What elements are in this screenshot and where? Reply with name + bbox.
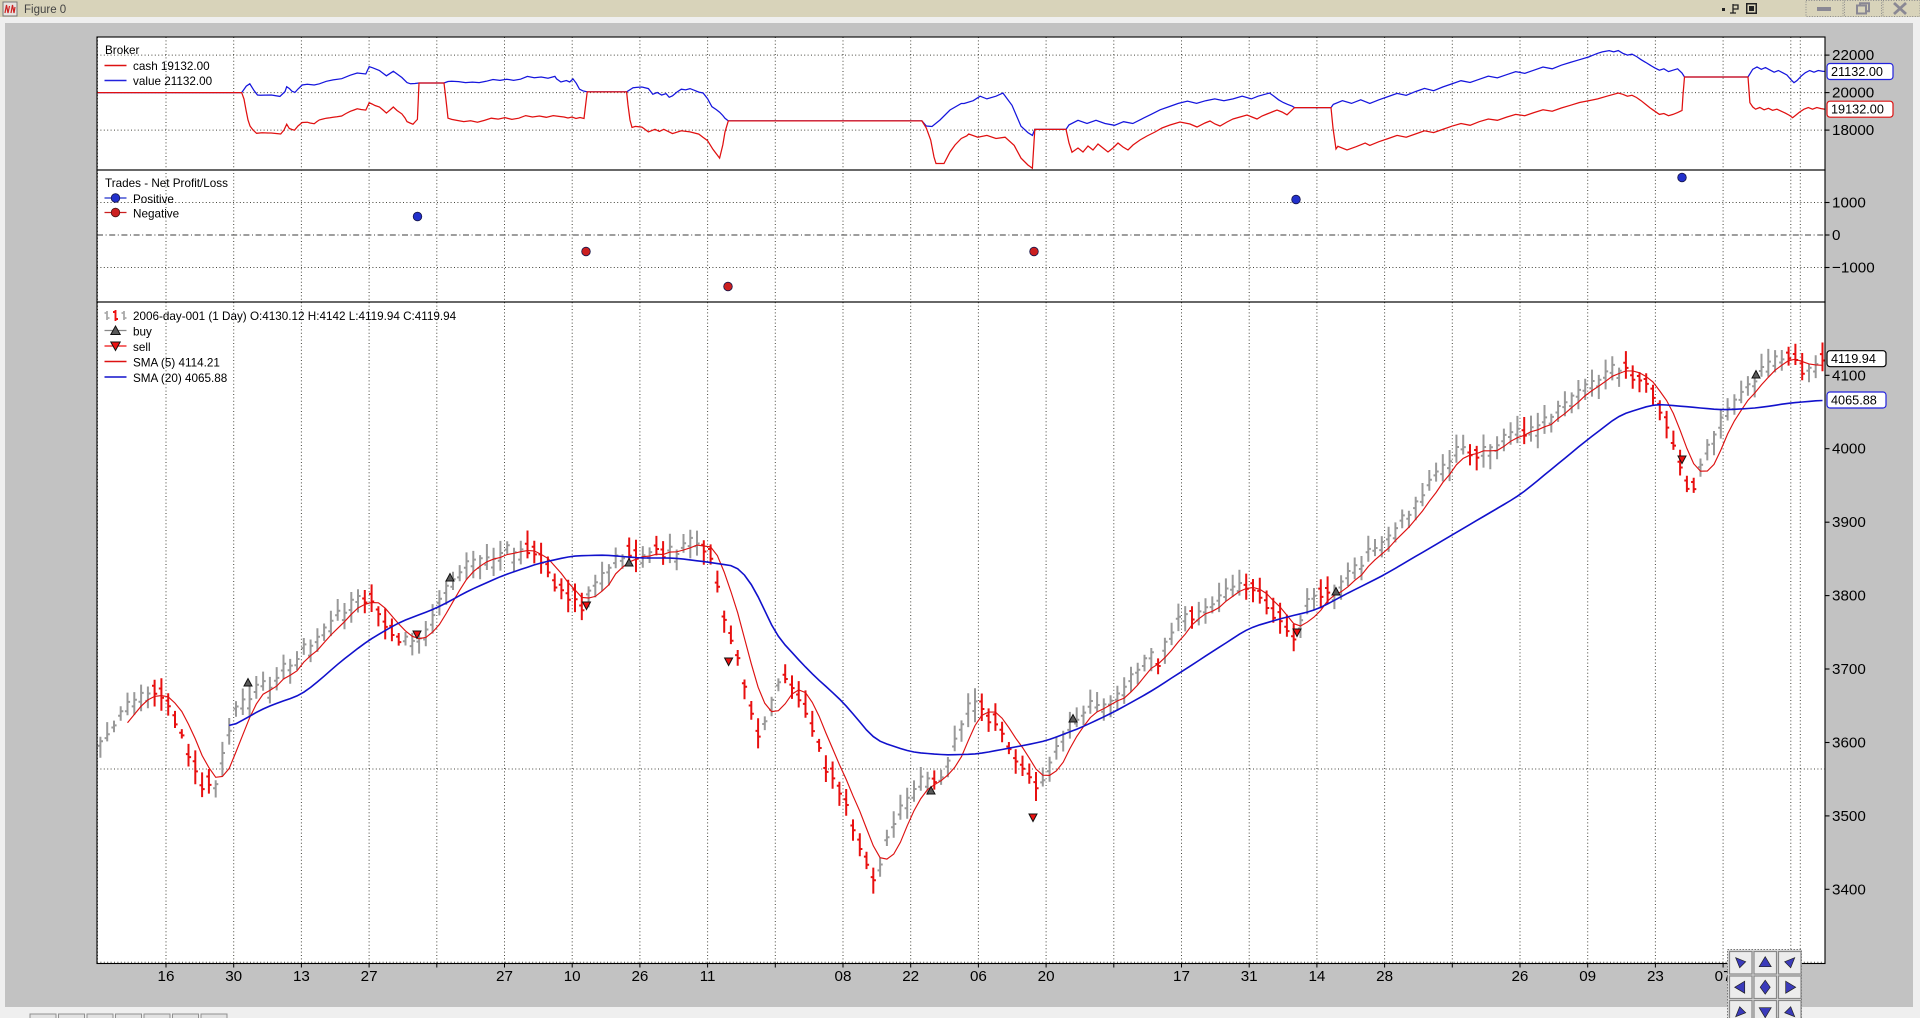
svg-text:buy: buy (133, 326, 152, 339)
svg-text:20: 20 (1038, 968, 1055, 985)
svg-text:09: 09 (1579, 968, 1596, 985)
svg-text:4065.88: 4065.88 (1831, 394, 1877, 408)
svg-text:30: 30 (225, 968, 242, 985)
svg-text:27: 27 (496, 968, 513, 985)
svg-text:23: 23 (1647, 968, 1664, 985)
svg-text:3500: 3500 (1832, 808, 1866, 825)
svg-text:16: 16 (158, 968, 175, 985)
svg-text:3400: 3400 (1832, 881, 1866, 898)
svg-text:19132.00: 19132.00 (1831, 103, 1884, 117)
svg-text:31: 31 (1241, 968, 1258, 985)
svg-text:20000: 20000 (1832, 85, 1874, 102)
svg-text:06: 06 (970, 968, 987, 985)
svg-text:cash 19132.00: cash 19132.00 (133, 60, 210, 73)
svg-text:4119.94: 4119.94 (1831, 352, 1876, 366)
svg-text:2006-day-001 (1 Day) O:4130.12: 2006-day-001 (1 Day) O:4130.12 H:4142 L:… (133, 310, 457, 323)
svg-text:Negative: Negative (133, 208, 179, 221)
svg-text:value 21132.00: value 21132.00 (133, 75, 213, 88)
svg-text:14: 14 (1308, 968, 1325, 985)
svg-text:Trades - Net Profit/Loss: Trades - Net Profit/Loss (105, 177, 228, 190)
svg-text:26: 26 (1511, 968, 1528, 985)
svg-text:22000: 22000 (1832, 47, 1874, 64)
svg-text:22: 22 (902, 968, 919, 985)
svg-text:1000: 1000 (1832, 195, 1866, 212)
svg-text:sell: sell (133, 341, 151, 354)
svg-text:3800: 3800 (1832, 588, 1866, 605)
svg-text:3900: 3900 (1832, 514, 1866, 531)
svg-text:Positive: Positive (133, 193, 174, 206)
svg-text:21132.00: 21132.00 (1831, 65, 1883, 79)
svg-text:27: 27 (361, 968, 378, 985)
svg-text:13: 13 (293, 968, 310, 985)
svg-text:08: 08 (835, 968, 852, 985)
svg-text:Broker: Broker (105, 44, 140, 57)
svg-text:10: 10 (564, 968, 581, 985)
svg-text:28: 28 (1376, 968, 1393, 985)
svg-text:26: 26 (631, 968, 648, 985)
svg-text:11: 11 (700, 968, 716, 985)
svg-text:4000: 4000 (1832, 441, 1866, 458)
svg-text:Figure 0: Figure 0 (24, 4, 66, 16)
svg-text:SMA (5) 4114.21: SMA (5) 4114.21 (133, 357, 220, 370)
svg-text:4100: 4100 (1832, 367, 1866, 384)
svg-text:18000: 18000 (1832, 122, 1874, 139)
svg-text:17: 17 (1173, 968, 1190, 985)
svg-text:0: 0 (1832, 227, 1840, 244)
svg-text:SMA (20) 4065.88: SMA (20) 4065.88 (133, 372, 227, 385)
svg-text:−1000: −1000 (1832, 260, 1875, 277)
svg-text:3600: 3600 (1832, 735, 1866, 752)
svg-text:3700: 3700 (1832, 661, 1866, 678)
